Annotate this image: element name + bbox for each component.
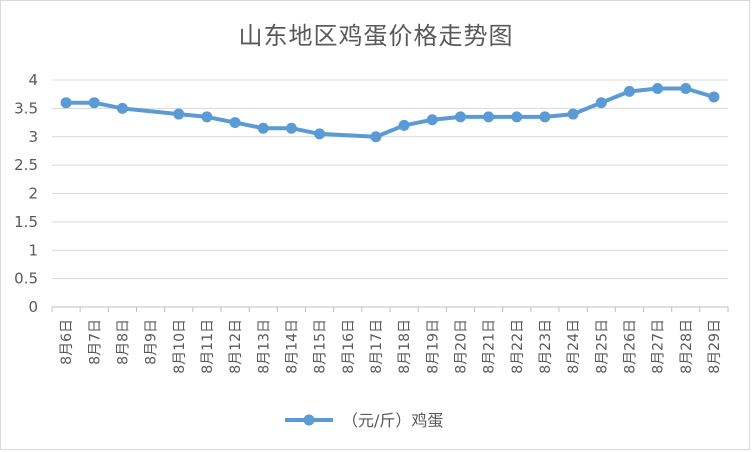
data-point	[285, 122, 297, 134]
x-tick-label: 8月27日	[651, 319, 667, 374]
legend-label: （元/斤）鸡蛋	[342, 411, 443, 430]
x-axis: 8月6日 8月7日 8月8日 8月9日 8月10日 8月11日 8月12日 8月13日 8月14…	[51, 306, 729, 374]
x-tick-label: 8月15日	[313, 319, 329, 374]
data-point	[680, 83, 692, 95]
data-point	[511, 111, 523, 123]
x-tick-label: 8月19日	[425, 319, 441, 374]
x-tick-label: 8月10日	[172, 319, 188, 374]
x-tick-label: 8月7日	[87, 319, 103, 365]
x-tick-label: 8月21日	[482, 319, 498, 374]
x-tick-label: 8月18日	[397, 319, 413, 374]
data-point	[539, 111, 551, 123]
data-point	[116, 102, 128, 114]
y-tick-label: 2.5	[14, 156, 38, 174]
data-point	[567, 108, 579, 120]
y-tick-label: 4	[28, 71, 38, 89]
x-tick-label: 8月13日	[256, 319, 272, 374]
x-tick-label: 8月9日	[144, 319, 160, 365]
data-point	[60, 97, 72, 109]
y-tick-label: 1	[28, 241, 38, 259]
legend: （元/斤）鸡蛋	[285, 411, 443, 430]
data-point	[370, 131, 382, 143]
y-tick-label: 0.5	[14, 270, 38, 288]
x-tick-label: 8月20日	[453, 319, 469, 374]
chart-title: 山东地区鸡蛋价格走势图	[238, 22, 514, 50]
x-tick-label: 8月28日	[679, 319, 695, 374]
data-point	[257, 122, 269, 134]
x-tick-label: 8月11日	[200, 319, 216, 374]
series-line	[64, 86, 716, 139]
y-tick-label: 3	[28, 128, 38, 146]
x-tick-label: 8月23日	[538, 319, 554, 374]
x-tick-label: 8月17日	[369, 319, 385, 374]
x-tick-label: 8月26日	[622, 319, 638, 374]
data-point	[229, 117, 241, 129]
data-point	[314, 128, 326, 140]
gridlines	[52, 79, 728, 308]
x-tick-label: 8月29日	[707, 319, 723, 374]
x-tick-label: 8月14日	[284, 319, 300, 374]
y-tick-label: 2	[28, 185, 38, 203]
x-tick-label: 8月25日	[594, 319, 610, 374]
data-point	[483, 111, 495, 123]
x-tick-label: 8月16日	[341, 319, 357, 374]
data-point	[426, 114, 438, 126]
y-tick-label: 0	[28, 298, 38, 316]
data-point	[454, 111, 466, 123]
x-tick-label: 8月8日	[115, 319, 131, 365]
data-point	[88, 97, 100, 109]
x-tick-label: 8月12日	[228, 319, 244, 374]
data-point	[201, 111, 213, 123]
x-tick-label: 8月6日	[59, 319, 75, 365]
data-point	[623, 85, 635, 97]
legend-marker	[303, 414, 315, 426]
x-tick-label: 8月24日	[566, 319, 582, 374]
data-point	[652, 83, 664, 95]
y-axis: 0 0.5 1 1.5 2 2.5 3 3.5 4	[14, 71, 38, 316]
series-layer	[60, 83, 720, 143]
x-tick-label: 8月22日	[510, 319, 526, 374]
data-point	[173, 108, 185, 120]
y-tick-label: 3.5	[14, 99, 38, 117]
y-tick-label: 1.5	[14, 213, 38, 231]
data-point	[708, 91, 720, 103]
data-point	[595, 97, 607, 109]
data-point	[398, 119, 410, 131]
